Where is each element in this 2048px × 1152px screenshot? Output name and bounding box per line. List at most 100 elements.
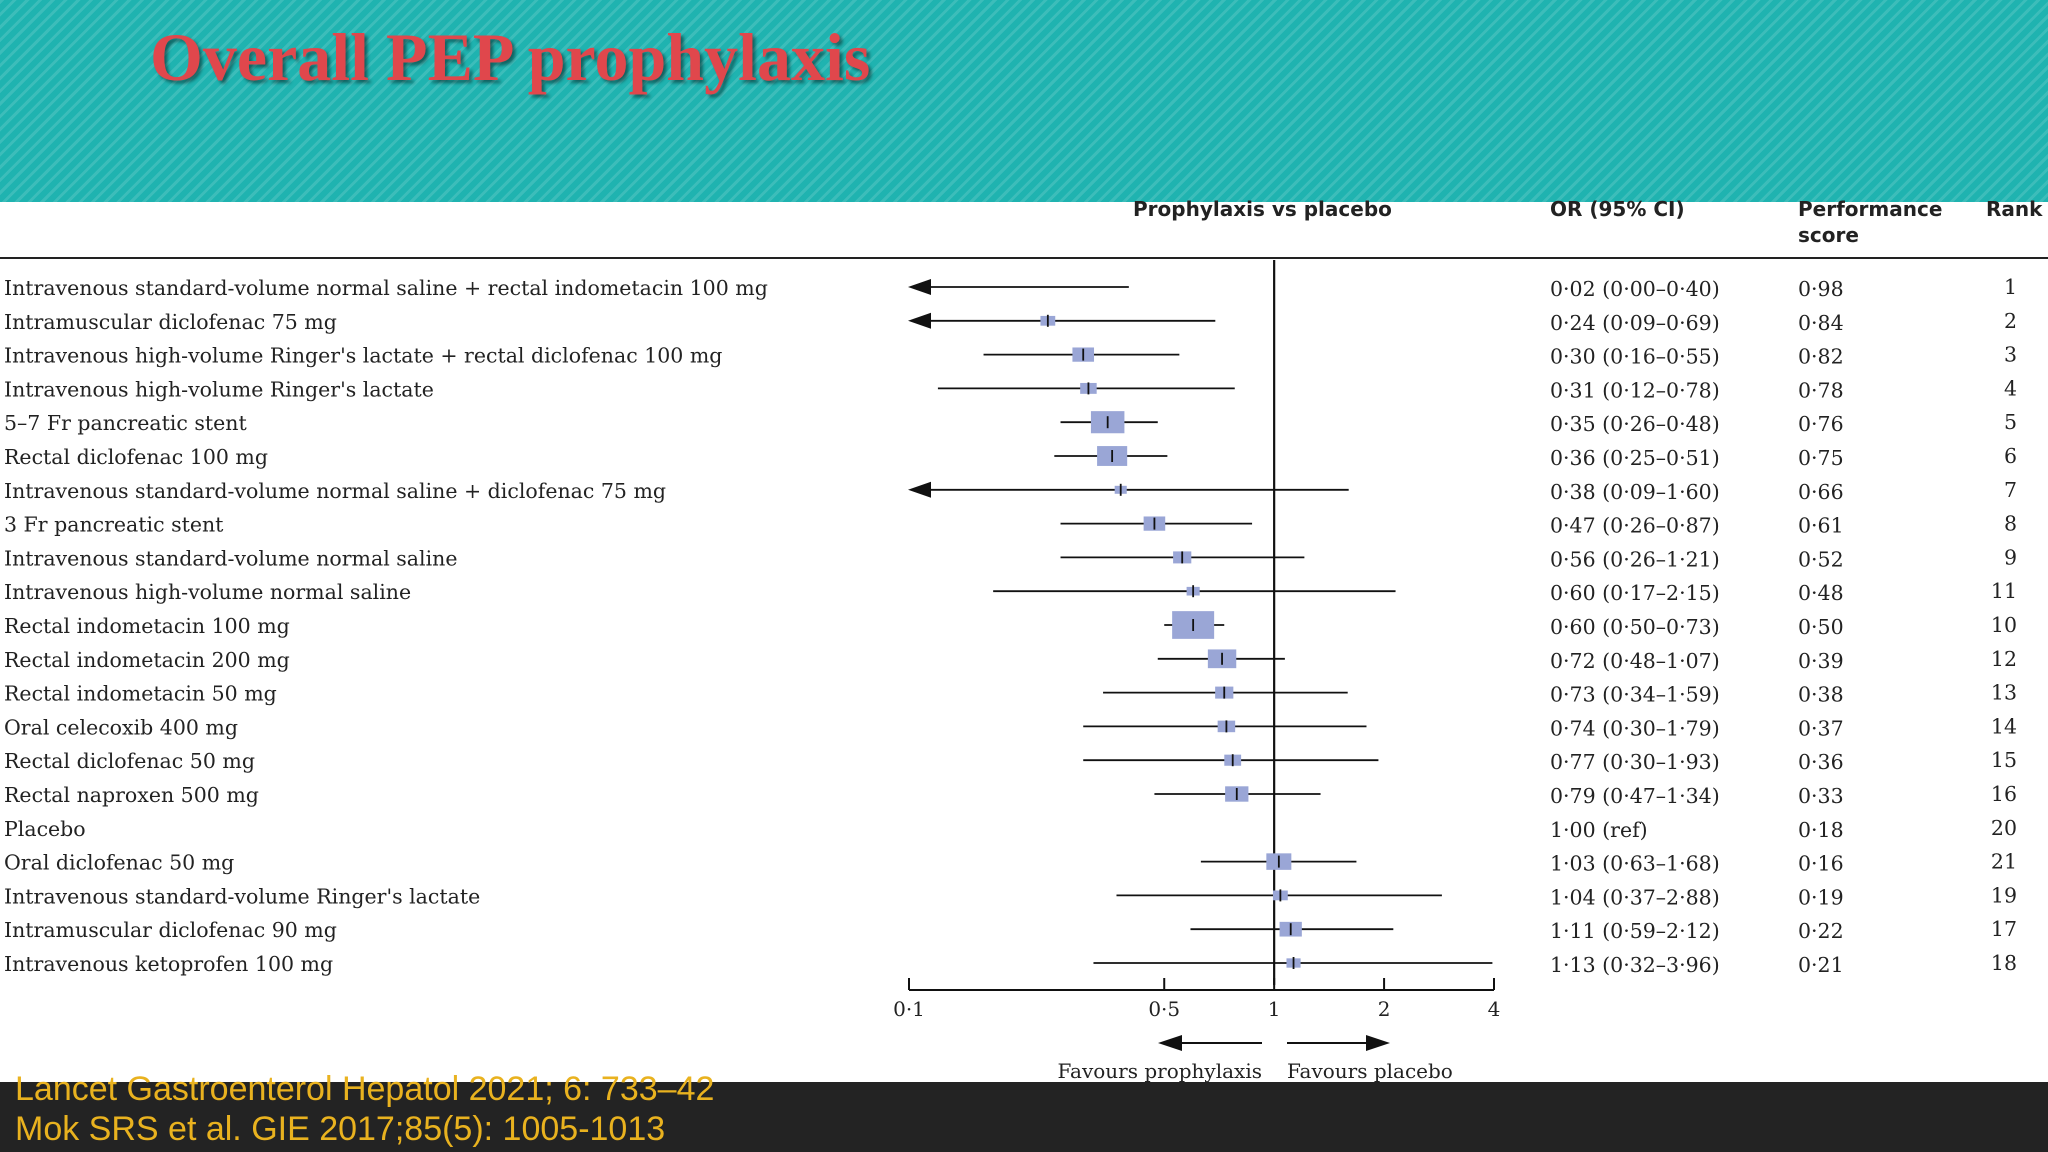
row-label: Intravenous standard-volume normal salin… <box>4 546 457 570</box>
x-tick-label: 0·5 <box>1148 997 1180 1021</box>
rank-value: 20 <box>1991 816 2017 840</box>
rank-value: 16 <box>1991 782 2017 806</box>
rank-value: 4 <box>2004 376 2017 400</box>
or-ci-value: 1·03 (0·63–1·68) <box>1550 852 1720 876</box>
rank-value: 12 <box>1991 647 2017 671</box>
column-header-score-line2: score <box>1798 223 1859 247</box>
or-ci-value: 0·60 (0·50–0·73) <box>1550 615 1720 639</box>
footer-bar <box>0 1082 2048 1152</box>
performance-score: 0·48 <box>1798 581 1844 605</box>
row-label: Intravenous high-volume Ringer's lactate… <box>4 344 722 368</box>
truncation-arrow <box>908 279 931 295</box>
performance-score: 0·38 <box>1798 683 1844 707</box>
row-label: Intravenous standard-volume normal salin… <box>4 479 666 503</box>
row-label: Rectal indometacin 50 mg <box>4 682 277 706</box>
performance-score: 0·82 <box>1798 345 1844 369</box>
column-header-score-line1: Performance <box>1798 197 1943 221</box>
performance-score: 0·52 <box>1798 547 1844 571</box>
performance-score: 0·66 <box>1798 480 1844 504</box>
rank-value: 13 <box>1991 681 2017 705</box>
row-label: Rectal diclofenac 50 mg <box>4 749 255 773</box>
rank-value: 9 <box>2004 545 2017 569</box>
row-label: Intravenous ketoprofen 100 mg <box>4 952 333 976</box>
citation-2: Mok SRS et al. GIE 2017;85(5): 1005-1013 <box>15 1110 666 1148</box>
or-ci-value: 0·56 (0·26–1·21) <box>1550 547 1720 571</box>
or-ci-value: 0·36 (0·25–0·51) <box>1550 446 1720 470</box>
performance-score: 0·61 <box>1798 514 1844 538</box>
performance-score: 0·22 <box>1798 919 1844 943</box>
performance-score: 0·37 <box>1798 716 1844 740</box>
performance-score: 0·76 <box>1798 412 1844 436</box>
rank-value: 1 <box>2004 275 2017 299</box>
row-label: Intravenous high-volume Ringer's lactate <box>4 377 434 401</box>
or-ci-value: 0·79 (0·47–1·34) <box>1550 784 1720 808</box>
or-ci-value: 0·74 (0·30–1·79) <box>1550 716 1720 740</box>
rank-value: 7 <box>2004 478 2017 502</box>
performance-score: 0·98 <box>1798 277 1844 301</box>
title-banner: Overall PEP prophylaxis <box>0 0 2048 202</box>
rank-value: 19 <box>1991 883 2017 907</box>
row-label: Intravenous standard-volume Ringer's lac… <box>4 884 480 908</box>
x-tick-label: 0·1 <box>893 997 925 1021</box>
or-ci-value: 0·72 (0·48–1·07) <box>1550 649 1720 673</box>
header-rule <box>0 257 2048 259</box>
performance-score: 0·50 <box>1798 615 1844 639</box>
or-ci-value: 0·02 (0·00–0·40) <box>1550 277 1720 301</box>
favours-left-label: Favours prophylaxis <box>1058 1059 1263 1083</box>
x-tick-label: 1 <box>1268 997 1281 1021</box>
rank-value: 14 <box>1991 714 2017 738</box>
performance-score: 0·19 <box>1798 885 1844 909</box>
truncation-arrow <box>908 312 931 329</box>
row-label: Oral celecoxib 400 mg <box>4 715 238 739</box>
row-label: Intramuscular diclofenac 90 mg <box>4 918 337 942</box>
performance-score: 0·75 <box>1798 446 1844 470</box>
or-ci-value: 0·77 (0·30–1·93) <box>1550 750 1720 774</box>
x-tick-label: 2 <box>1378 997 1391 1021</box>
or-ci-value: 1·13 (0·32–3·96) <box>1550 953 1720 977</box>
or-ci-value: 0·30 (0·16–0·55) <box>1550 345 1720 369</box>
x-tick-label: 4 <box>1488 997 1501 1021</box>
citation-1: Lancet Gastroenterol Hepatol 2021; 6: 73… <box>15 1070 715 1108</box>
rank-value: 6 <box>2004 444 2017 468</box>
row-label: Placebo <box>4 817 86 841</box>
or-ci-value: 1·04 (0·37–2·88) <box>1550 885 1720 909</box>
performance-score: 0·84 <box>1798 311 1844 335</box>
column-header-or: OR (95% CI) <box>1550 197 1685 221</box>
row-label: Intravenous standard-volume normal salin… <box>4 276 768 300</box>
rank-value: 21 <box>1991 850 2017 874</box>
column-header-plot: Prophylaxis vs placebo <box>1133 197 1392 221</box>
favours-left-arrow <box>1158 1035 1182 1051</box>
rank-value: 18 <box>1991 951 2017 975</box>
row-label: Intravenous high-volume normal saline <box>4 580 411 604</box>
rank-value: 3 <box>2004 343 2017 367</box>
row-label: Rectal diclofenac 100 mg <box>4 445 268 469</box>
or-ci-value: 1·00 (ref) <box>1550 818 1648 842</box>
column-header-rank: Rank <box>1986 197 2043 221</box>
performance-score: 0·39 <box>1798 649 1844 673</box>
row-label: 5–7 Fr pancreatic stent <box>4 411 247 435</box>
favours-right-label: Favours placebo <box>1287 1059 1453 1083</box>
performance-score: 0·16 <box>1798 852 1844 876</box>
performance-score: 0·18 <box>1798 818 1844 842</box>
or-ci-value: 0·60 (0·17–2·15) <box>1550 581 1720 605</box>
performance-score: 0·21 <box>1798 953 1844 977</box>
favours-right-arrow <box>1366 1035 1390 1051</box>
or-ci-value: 1·11 (0·59–2·12) <box>1550 919 1720 943</box>
performance-score: 0·33 <box>1798 784 1844 808</box>
row-label: Rectal indometacin 200 mg <box>4 648 290 672</box>
row-label: Rectal indometacin 100 mg <box>4 614 290 638</box>
rank-value: 2 <box>2004 309 2017 333</box>
truncation-arrow <box>908 481 931 498</box>
rank-value: 17 <box>1991 917 2017 941</box>
or-ci-value: 0·35 (0·26–0·48) <box>1550 412 1720 436</box>
performance-score: 0·36 <box>1798 750 1844 774</box>
or-ci-value: 0·31 (0·12–0·78) <box>1550 378 1720 402</box>
rank-value: 11 <box>1991 579 2017 603</box>
performance-score: 0·78 <box>1798 378 1844 402</box>
or-ci-value: 0·73 (0·34–1·59) <box>1550 683 1720 707</box>
rank-value: 8 <box>2004 512 2017 536</box>
slide-title: Overall PEP prophylaxis <box>150 19 871 95</box>
row-label: Intramuscular diclofenac 75 mg <box>4 310 337 334</box>
or-ci-value: 0·47 (0·26–0·87) <box>1550 514 1720 538</box>
